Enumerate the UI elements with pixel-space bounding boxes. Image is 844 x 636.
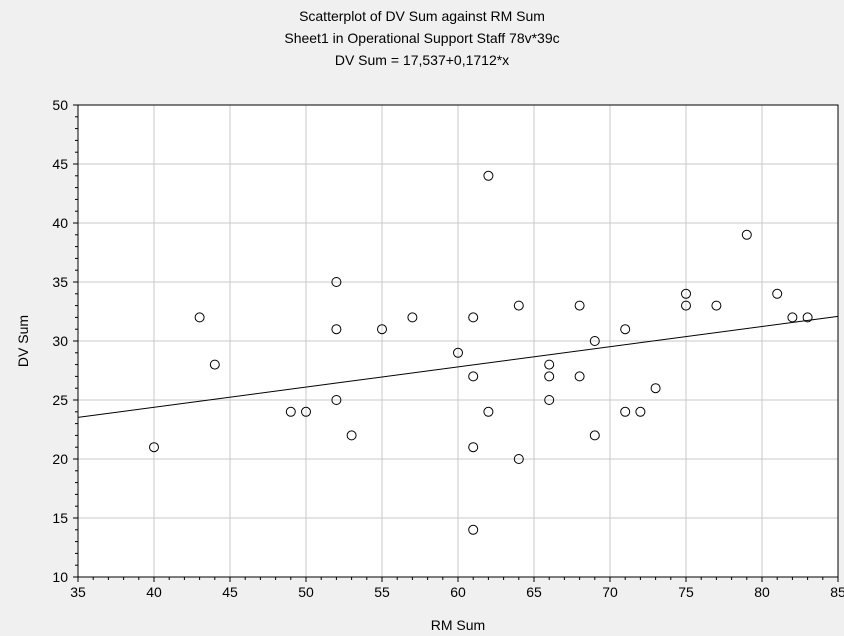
data-point: [331, 277, 342, 287]
data-point: [468, 371, 479, 382]
x-tick-label: 40: [146, 584, 162, 600]
x-tick-label: 65: [526, 584, 542, 600]
data-point: [620, 406, 631, 417]
data-point: [574, 371, 585, 382]
data-point: [802, 312, 813, 323]
data-point: [681, 288, 691, 299]
x-tick-label: 85: [830, 584, 844, 600]
y-axis-label: DV Sum: [15, 315, 31, 367]
data-point: [468, 442, 479, 453]
data-point: [589, 336, 600, 346]
y-tick-label: 25: [52, 392, 68, 408]
data-point: [513, 454, 524, 464]
data-point: [331, 395, 342, 405]
y-tick-label: 30: [52, 333, 68, 349]
y-tick-label: 45: [52, 156, 68, 172]
y-tick-label: 20: [52, 451, 68, 467]
data-point: [468, 312, 479, 323]
x-tick-label: 75: [678, 584, 694, 600]
y-tick-label: 15: [52, 510, 68, 526]
data-point: [711, 300, 722, 311]
data-point: [377, 324, 387, 335]
y-tick-label: 35: [52, 274, 68, 290]
data-point: [209, 359, 220, 370]
chart-subtitle: Sheet1 in Operational Support Staff 78v*…: [284, 30, 560, 46]
data-point: [285, 406, 296, 417]
x-tick-label: 50: [298, 584, 314, 600]
regression-line: [77, 315, 839, 418]
data-point: [741, 229, 752, 240]
plot-frame: [77, 104, 839, 578]
data-point: [194, 312, 205, 323]
x-tick-label: 60: [450, 584, 466, 600]
data-point: [513, 300, 524, 311]
data-point: [681, 300, 691, 311]
data-point: [544, 371, 555, 382]
x-tick-label: 35: [70, 584, 86, 600]
data-point: [149, 442, 159, 453]
data-point: [589, 430, 600, 441]
x-tick-label: 70: [602, 584, 618, 600]
data-point: [483, 170, 494, 181]
data-point: [544, 395, 555, 405]
data-point: [331, 324, 342, 335]
chart-title: Scatterplot of DV Sum against RM Sum: [299, 8, 545, 24]
data-point: [787, 312, 798, 323]
data-point: [483, 406, 494, 417]
data-point: [620, 324, 631, 335]
data-point: [574, 300, 585, 311]
data-point: [407, 312, 418, 323]
data-point: [346, 430, 357, 441]
data-point: [544, 359, 555, 370]
x-axis-label: RM Sum: [431, 617, 485, 633]
data-point: [635, 406, 646, 417]
x-tick-label: 80: [754, 584, 770, 600]
data-point: [468, 524, 479, 535]
regression-equation: DV Sum = 17,537+0,1712*x: [334, 52, 510, 68]
x-tick-label: 55: [374, 584, 390, 600]
y-tick-label: 10: [52, 569, 68, 585]
data-point: [650, 383, 661, 394]
y-tick-label: 50: [52, 97, 68, 113]
data-point: [301, 406, 311, 417]
data-point: [453, 347, 463, 358]
data-point: [772, 288, 783, 299]
x-tick-label: 45: [222, 584, 238, 600]
y-tick-label: 40: [52, 215, 68, 231]
